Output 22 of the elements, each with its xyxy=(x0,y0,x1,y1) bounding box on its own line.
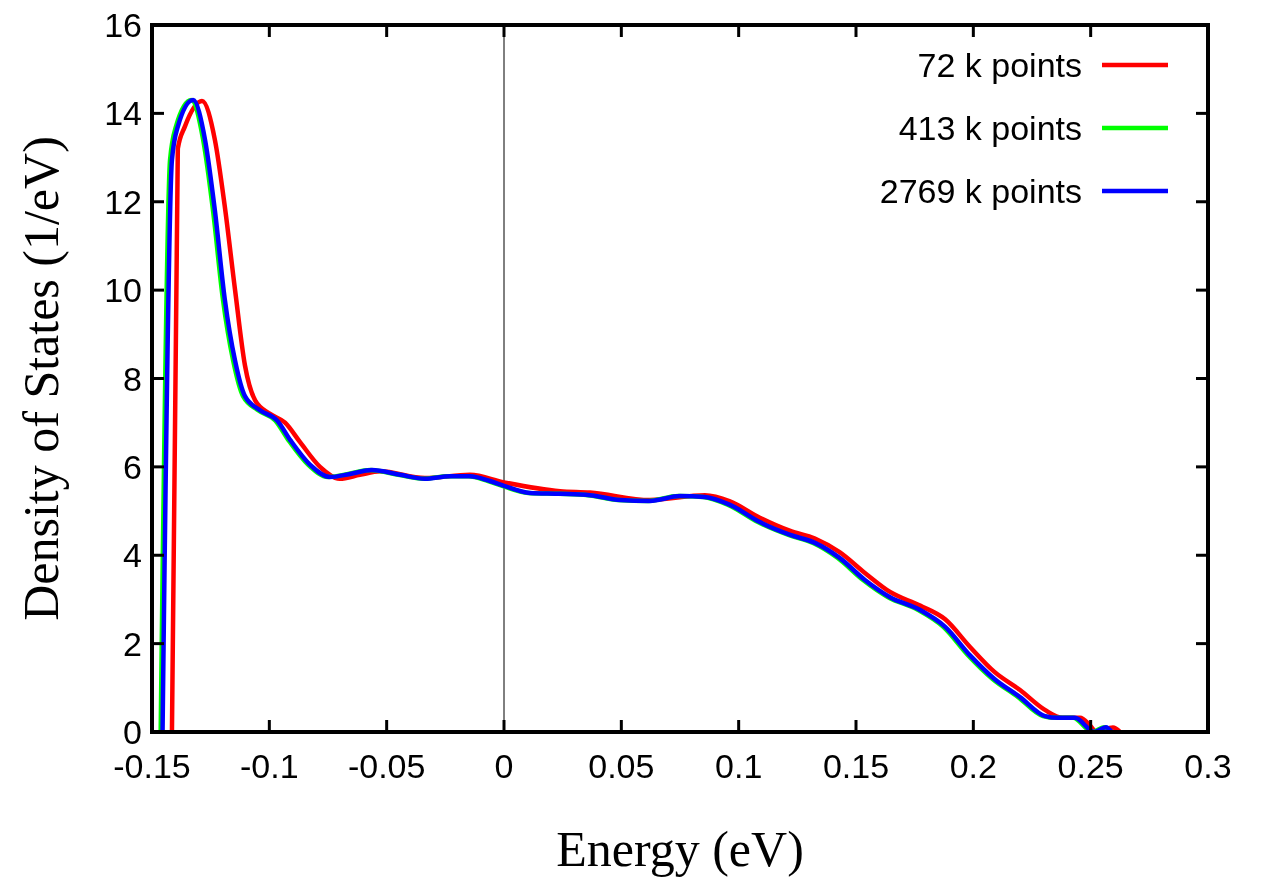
legend-label: 72 k points xyxy=(917,46,1082,84)
y-tick-label: 4 xyxy=(123,536,142,575)
y-tick-label: 10 xyxy=(104,271,142,310)
x-tick-label: 0.05 xyxy=(588,747,655,785)
x-tick-label: 0.25 xyxy=(1057,747,1124,785)
y-tick-label: 2 xyxy=(123,624,142,663)
y-tick-label: 16 xyxy=(104,6,142,44)
x-axis-title: Energy (eV) xyxy=(556,821,804,877)
x-tick-label: 0.15 xyxy=(822,747,890,785)
y-tick-label: 8 xyxy=(123,359,142,398)
x-tick-label: 0.1 xyxy=(715,747,763,785)
legend-label: 2769 k points xyxy=(879,172,1082,210)
x-tick-label: -0.05 xyxy=(347,747,426,785)
x-tick-label: -0.1 xyxy=(240,747,299,785)
y-tick-label: 12 xyxy=(104,182,142,221)
x-tick-label: 0.3 xyxy=(1184,747,1232,785)
y-tick-label: 6 xyxy=(123,447,142,486)
y-axis-title: Density of States (1/eV) xyxy=(13,136,69,621)
x-tick-label: 0.2 xyxy=(949,747,997,785)
legend-label: 413 k points xyxy=(898,109,1082,147)
y-tick-label: 14 xyxy=(104,94,142,133)
x-tick-label: 0 xyxy=(494,747,514,785)
